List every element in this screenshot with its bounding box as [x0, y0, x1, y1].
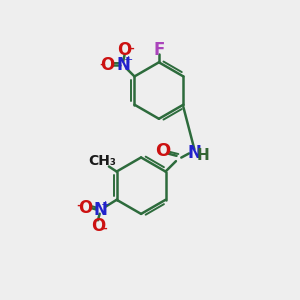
Text: -: - [99, 55, 105, 73]
Text: +: + [101, 200, 110, 210]
Text: +: + [124, 55, 133, 65]
Text: O: O [118, 41, 132, 59]
Text: O: O [100, 56, 115, 74]
Text: O: O [155, 142, 170, 160]
Text: N: N [93, 201, 107, 219]
Text: O: O [78, 199, 92, 217]
Text: H: H [196, 148, 209, 163]
Text: -: - [128, 38, 134, 56]
Text: -: - [76, 196, 82, 214]
Text: F: F [153, 41, 165, 59]
Text: N: N [116, 56, 130, 74]
Text: CH₃: CH₃ [88, 154, 116, 168]
Text: O: O [91, 217, 105, 235]
Text: -: - [101, 219, 107, 237]
Text: N: N [188, 144, 201, 162]
